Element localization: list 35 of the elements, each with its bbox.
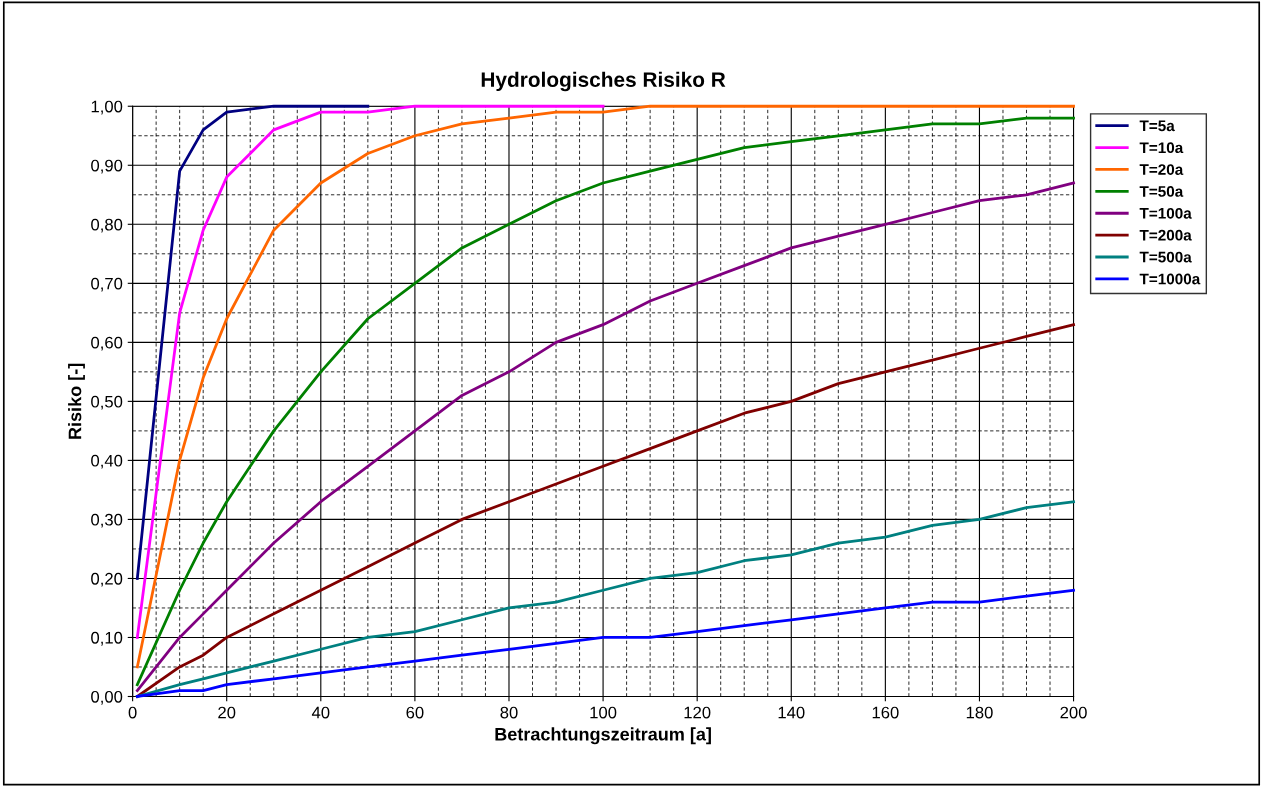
x-tick-label: 120 xyxy=(684,706,711,719)
x-tick-label: 140 xyxy=(778,706,805,719)
y-tick-label: 0,10 xyxy=(91,631,123,646)
legend-label: T=50a xyxy=(1139,186,1184,197)
legend-label: T=1000a xyxy=(1139,273,1201,285)
x-tick-label: 80 xyxy=(500,706,518,719)
x-tick-label: 0 xyxy=(128,706,137,719)
y-tick-label: 0,00 xyxy=(91,690,123,705)
legend-label: T=5a xyxy=(1139,120,1175,132)
x-tick-label: 40 xyxy=(311,706,330,719)
y-tick-label: 0,60 xyxy=(91,336,123,351)
legend-label: T=200a xyxy=(1139,229,1192,241)
y-tick-label: 0,50 xyxy=(91,395,123,410)
y-tick-label: 0,80 xyxy=(91,218,123,233)
y-tick-label: 0,70 xyxy=(91,277,123,292)
x-tick-label: 160 xyxy=(872,706,899,719)
y-tick-label: 0,40 xyxy=(91,454,123,469)
x-tick-label: 20 xyxy=(218,706,236,719)
legend-label: T=10a xyxy=(1139,142,1184,154)
x-tick-label: 60 xyxy=(406,706,424,719)
y-axis-title: Risiko [-] xyxy=(68,363,85,439)
legend-label: T=500a xyxy=(1139,251,1192,263)
line-series xyxy=(135,104,605,639)
chart-title: Hydrologisches Risiko R xyxy=(481,71,726,92)
legend-label: T=20a xyxy=(1139,164,1184,175)
x-axis-title: Betrachtungszeitraum [a] xyxy=(495,727,711,745)
y-tick-label: 0,30 xyxy=(91,513,123,528)
x-tick-label: 100 xyxy=(590,706,617,719)
y-tick-label: 0,20 xyxy=(91,572,123,587)
y-tick-label: 0,90 xyxy=(91,159,123,174)
x-tick-label: 180 xyxy=(966,706,993,719)
line-series xyxy=(135,104,370,580)
y-tick-label: 1,00 xyxy=(91,100,123,115)
legend-label: T=100a xyxy=(1139,207,1192,219)
x-tick-label: 200 xyxy=(1060,706,1087,719)
